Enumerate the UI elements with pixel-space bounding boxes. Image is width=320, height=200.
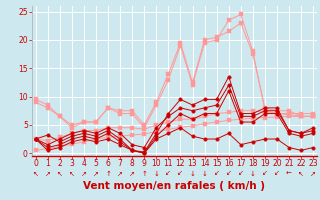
X-axis label: Vent moyen/en rafales ( km/h ): Vent moyen/en rafales ( km/h ) [84,181,265,191]
